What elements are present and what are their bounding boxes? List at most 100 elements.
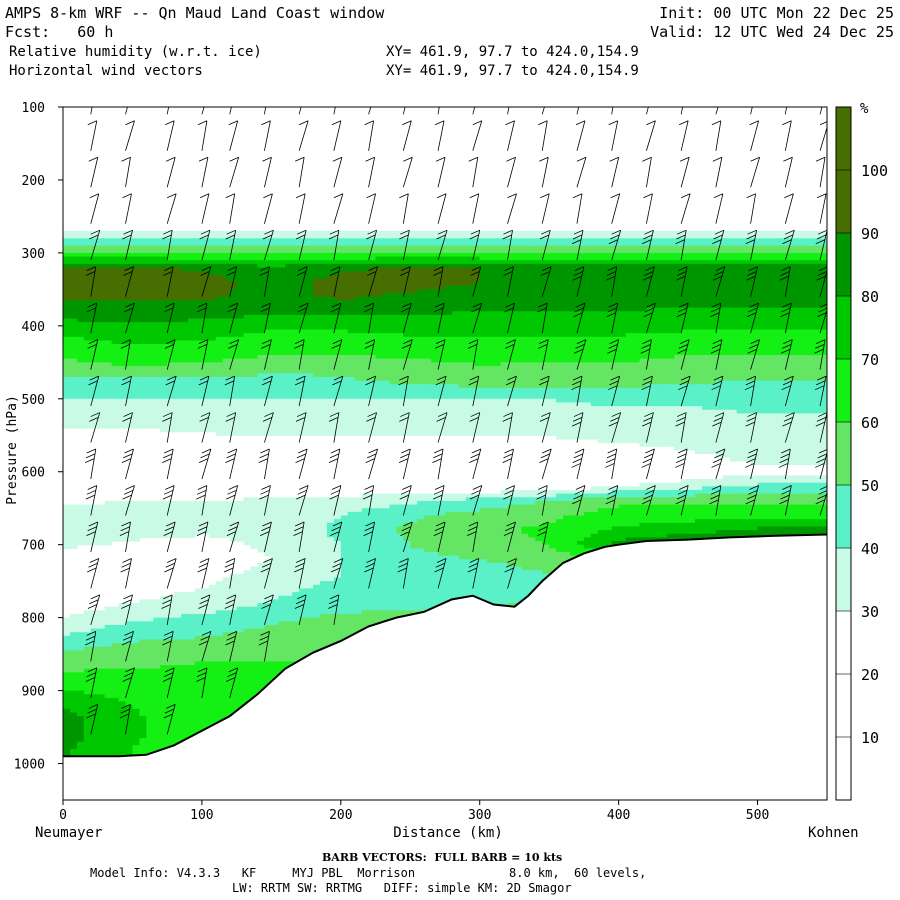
rh-cell: [208, 369, 217, 374]
rh-cell: [118, 344, 127, 349]
rh-cell: [118, 723, 127, 728]
rh-cell: [299, 293, 307, 298]
rh-cell: [146, 708, 154, 714]
rh-cell: [160, 307, 168, 312]
rh-cell: [250, 362, 259, 367]
rh-cell: [319, 376, 328, 382]
rh-cell: [194, 311, 203, 316]
rh-cell: [125, 311, 134, 316]
rh-cell: [118, 325, 127, 331]
rh-cell: [118, 675, 127, 681]
rh-cell: [188, 278, 196, 283]
rh-cell: [333, 362, 342, 367]
rh-cell: [250, 566, 259, 571]
rh-cell: [326, 555, 335, 560]
rh-cell: [208, 252, 217, 258]
rh-cell: [243, 365, 252, 371]
rh-cell: [69, 391, 78, 396]
rh-cell: [111, 624, 120, 630]
rh-cell: [257, 402, 266, 407]
rh-cell: [181, 526, 189, 531]
rh-cell: [208, 643, 217, 648]
rh-cell: [139, 409, 147, 414]
rh-cell: [174, 252, 182, 258]
rh-cell: [250, 654, 259, 659]
rh-cell: [83, 391, 92, 396]
rh-cell: [264, 581, 272, 586]
rh-cell: [111, 508, 120, 513]
rh-cell: [125, 716, 134, 721]
rh-cell: [257, 650, 266, 655]
rh-cell: [257, 355, 266, 360]
rh-cell: [160, 697, 168, 703]
rh-cell: [319, 511, 328, 517]
rh-cell: [236, 427, 245, 433]
rh-cell: [292, 548, 300, 553]
rh-cell: [236, 417, 245, 422]
rh-cell: [153, 413, 161, 418]
rh-cell: [76, 628, 85, 633]
rh-cell: [215, 504, 224, 509]
rh-cell: [306, 252, 314, 258]
rh-cell: [125, 515, 134, 520]
rh-cell: [167, 730, 175, 735]
rh-cell: [285, 245, 293, 250]
rh-cell: [139, 424, 147, 429]
rh-cell: [257, 548, 266, 553]
rh-cell: [153, 293, 161, 298]
rh-cell: [63, 716, 71, 721]
rh-cell: [292, 369, 300, 374]
rh-cell: [208, 500, 217, 506]
rh-cell: [236, 358, 245, 363]
rh-cell: [104, 624, 113, 630]
rh-cell: [83, 727, 92, 732]
rh-cell: [104, 508, 113, 513]
rh-cell: [69, 362, 78, 367]
rh-cell: [118, 712, 127, 717]
rh-cell: [333, 373, 342, 378]
rh-cell: [264, 362, 272, 367]
rh-cell: [278, 595, 286, 600]
rh-cell: [271, 274, 279, 280]
rh-cell: [201, 705, 210, 710]
rh-cell: [160, 712, 168, 717]
rh-cell: [319, 610, 328, 615]
rh-cell: [188, 271, 196, 276]
rh-cell: [306, 293, 314, 298]
rh-cell: [146, 624, 154, 630]
rh-cell: [333, 431, 342, 436]
rh-cell: [181, 296, 189, 301]
rh-cell: [160, 632, 168, 637]
rh-cell: [160, 500, 168, 506]
rh-cell: [264, 373, 272, 378]
rh-cell: [236, 577, 245, 582]
rh-cell: [104, 613, 113, 619]
rh-cell: [313, 646, 321, 652]
rh-cell: [250, 500, 259, 506]
rh-cell: [333, 300, 342, 305]
rh-cell: [83, 741, 92, 746]
rh-cell: [76, 639, 85, 644]
rh-cell: [299, 581, 307, 586]
rh-cell: [174, 424, 182, 429]
rh-cell: [243, 307, 252, 312]
rh-cell: [215, 271, 224, 276]
rh-cell: [194, 701, 203, 706]
rh-cell: [139, 508, 147, 513]
rh-cell: [76, 387, 85, 393]
rh-cell: [63, 314, 71, 320]
rh-cell: [306, 424, 314, 429]
rh-cell: [83, 537, 92, 542]
rh-cell: [63, 347, 71, 352]
rh-cell: [118, 734, 127, 739]
rh-cell: [118, 413, 127, 418]
rh-cell: [319, 632, 328, 637]
rh-cell: [167, 355, 175, 360]
rh-cell: [181, 376, 189, 382]
rh-cell: [174, 716, 182, 721]
rh-cell: [104, 333, 113, 338]
rh-cell: [250, 588, 259, 593]
rh-cell: [69, 245, 78, 250]
rh-cell: [90, 519, 99, 524]
rh-cell: [319, 584, 328, 590]
